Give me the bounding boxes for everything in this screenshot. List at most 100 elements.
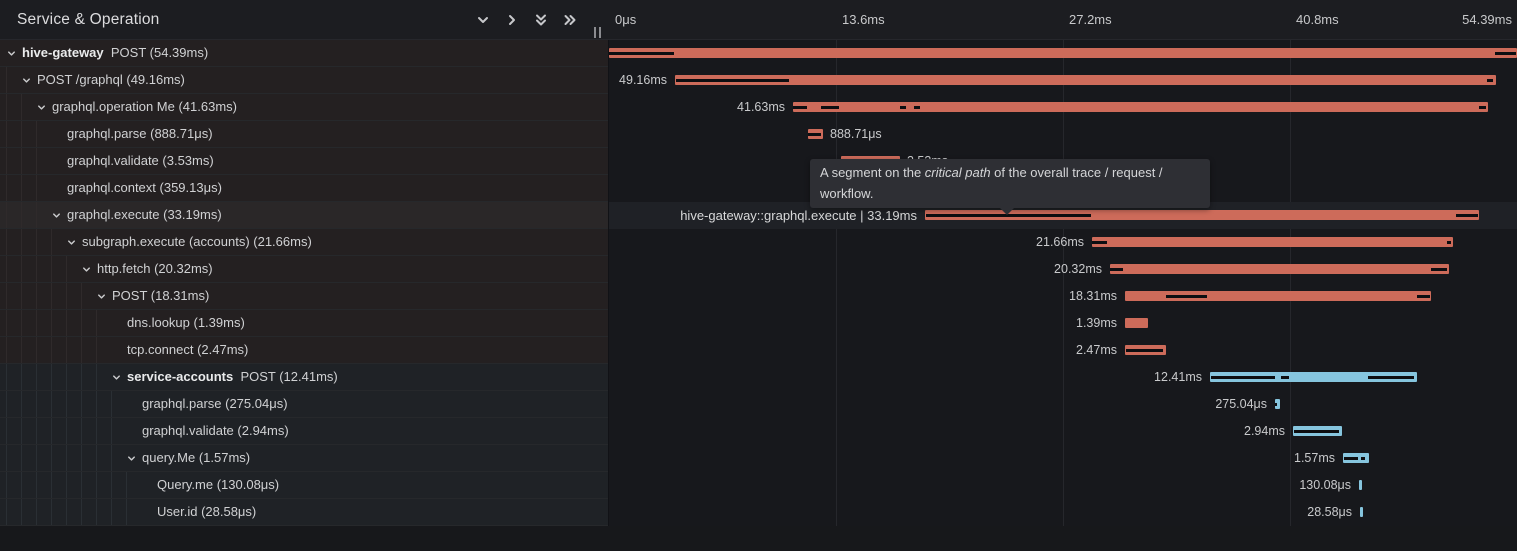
tree-indent-guide <box>21 391 22 417</box>
span-timeline-cell: 275.04μs <box>608 391 1517 418</box>
span-bar[interactable] <box>609 48 1517 58</box>
tree-indent-guide <box>21 499 22 525</box>
tree-indent-guide <box>96 391 97 417</box>
span-duration-label: 1.57ms <box>1294 451 1335 465</box>
chevron-down-icon[interactable] <box>111 372 122 383</box>
span-operation-label: graphql.execute (33.19ms) <box>67 207 222 222</box>
timeline-tick-label: 40.8ms <box>1296 12 1339 27</box>
span-label-cell[interactable]: hive-gateway POST (54.39ms) <box>0 40 608 67</box>
span-label-cell[interactable]: POST /graphql (49.16ms) <box>0 67 608 94</box>
tooltip-caret <box>1000 208 1014 215</box>
span-label-cell[interactable]: graphql.context (359.13μs) <box>0 175 608 202</box>
span-label-cell[interactable]: graphql.parse (888.71μs) <box>0 121 608 148</box>
page-title: Service & Operation <box>17 11 160 28</box>
panel-divider[interactable] <box>608 0 609 526</box>
gridline <box>1063 26 1064 526</box>
header-controls <box>472 0 581 40</box>
span-duration-label: 275.04μs <box>1215 397 1267 411</box>
span-label-cell[interactable]: POST (18.31ms) <box>0 283 608 310</box>
span-label-cell[interactable]: subgraph.execute (accounts) (21.66ms) <box>0 229 608 256</box>
service-name: service-accounts <box>127 369 234 384</box>
chevron-down-icon[interactable] <box>21 75 32 86</box>
span-operation-label: graphql.validate (2.94ms) <box>142 423 289 438</box>
tree-indent-guide <box>66 256 67 282</box>
span-duration-label: hive-gateway::graphql.execute | 33.19ms <box>680 208 917 223</box>
span-label-cell[interactable]: http.fetch (20.32ms) <box>0 256 608 283</box>
collapse-one-chevron-down-icon[interactable] <box>472 9 494 31</box>
span-operation-label: http.fetch (20.32ms) <box>97 261 213 276</box>
tree-indent-guide <box>66 418 67 444</box>
chevron-down-icon[interactable] <box>81 264 92 275</box>
chevron-down-icon[interactable] <box>51 210 62 221</box>
timeline-tick-label: 54.39ms <box>1462 12 1512 27</box>
span-label-cell[interactable]: dns.lookup (1.39ms) <box>0 310 608 337</box>
span-label-cell[interactable]: graphql.operation Me (41.63ms) <box>0 94 608 121</box>
span-bar[interactable] <box>1275 399 1280 409</box>
tree-indent-guide <box>36 364 37 390</box>
span-label-cell[interactable]: graphql.parse (275.04μs) <box>0 391 608 418</box>
tree-indent-guide <box>81 472 82 498</box>
collapse-all-double-chevron-down-icon[interactable] <box>530 9 552 31</box>
tree-indent-guide <box>36 121 37 147</box>
span-bar[interactable] <box>925 210 1479 220</box>
span-row: POST (18.31ms) 18.31ms <box>0 283 1517 310</box>
span-operation-label: Query.me (130.08μs) <box>157 477 280 492</box>
tree-indent-guide <box>21 418 22 444</box>
span-bar[interactable] <box>1125 318 1148 328</box>
tree-indent-guide <box>36 175 37 201</box>
critical-path-segment <box>808 133 821 136</box>
span-bar[interactable] <box>1360 507 1363 517</box>
tree-indent-guide <box>21 310 22 336</box>
span-bar[interactable] <box>793 102 1488 112</box>
span-timeline-cell: 28.58μs <box>608 499 1517 526</box>
chevron-down-icon[interactable] <box>6 48 17 59</box>
span-label-cell[interactable]: Query.me (130.08μs) <box>0 472 608 499</box>
span-duration-label: 49.16ms <box>619 73 667 87</box>
span-label-cell[interactable]: service-accounts POST (12.41ms) <box>0 364 608 391</box>
tree-indent-guide <box>21 121 22 147</box>
tree-indent-guide <box>6 229 7 255</box>
tooltip-text: A segment on the <box>820 165 925 180</box>
tree-indent-guide <box>36 391 37 417</box>
span-row: User.id (28.58μs) 28.58μs <box>0 499 1517 526</box>
span-label-cell[interactable]: User.id (28.58μs) <box>0 499 608 526</box>
panel-resize-handle[interactable] <box>594 27 601 38</box>
span-row: graphql.parse (275.04μs) 275.04μs <box>0 391 1517 418</box>
tree-indent-guide <box>81 391 82 417</box>
chevron-down-icon[interactable] <box>126 453 137 464</box>
chevron-down-icon[interactable] <box>66 237 77 248</box>
span-row: hive-gateway POST (54.39ms) <box>0 40 1517 67</box>
chevron-down-icon[interactable] <box>36 102 47 113</box>
span-label-cell[interactable]: query.Me (1.57ms) <box>0 445 608 472</box>
span-bar[interactable] <box>1359 480 1362 490</box>
span-timeline-cell: 21.66ms <box>608 229 1517 256</box>
service-name: hive-gateway <box>22 45 104 60</box>
span-bar[interactable] <box>1210 372 1417 382</box>
chevron-down-icon[interactable] <box>96 291 107 302</box>
span-label-cell[interactable]: graphql.validate (3.53ms) <box>0 148 608 175</box>
tree-indent-guide <box>6 175 7 201</box>
tree-indent-guide <box>66 499 67 525</box>
span-label-cell[interactable]: graphql.execute (33.19ms) <box>0 202 608 229</box>
span-label-cell[interactable]: tcp.connect (2.47ms) <box>0 337 608 364</box>
span-timeline-cell: 1.39ms <box>608 310 1517 337</box>
tree-indent-guide <box>96 499 97 525</box>
span-operation-label: subgraph.execute (accounts) (21.66ms) <box>82 234 312 249</box>
span-operation-label: tcp.connect (2.47ms) <box>127 342 249 357</box>
tree-indent-guide <box>6 391 7 417</box>
span-bar[interactable] <box>675 75 1496 85</box>
tree-indent-guide <box>21 472 22 498</box>
span-row: graphql.parse (888.71μs) 888.71μs <box>0 121 1517 148</box>
span-timeline-cell: 12.41ms <box>608 364 1517 391</box>
tree-indent-guide <box>36 256 37 282</box>
span-bar[interactable] <box>1125 291 1431 301</box>
critical-path-segment <box>1479 106 1486 109</box>
span-duration-label: 28.58μs <box>1307 505 1352 519</box>
span-bar[interactable] <box>1092 237 1453 247</box>
tooltip-emphasis: critical path <box>924 165 991 180</box>
span-bar[interactable] <box>1110 264 1449 274</box>
expand-all-double-chevron-right-icon[interactable] <box>559 9 581 31</box>
expand-one-chevron-right-icon[interactable] <box>501 9 523 31</box>
critical-path-segment <box>1487 79 1493 82</box>
span-label-cell[interactable]: graphql.validate (2.94ms) <box>0 418 608 445</box>
